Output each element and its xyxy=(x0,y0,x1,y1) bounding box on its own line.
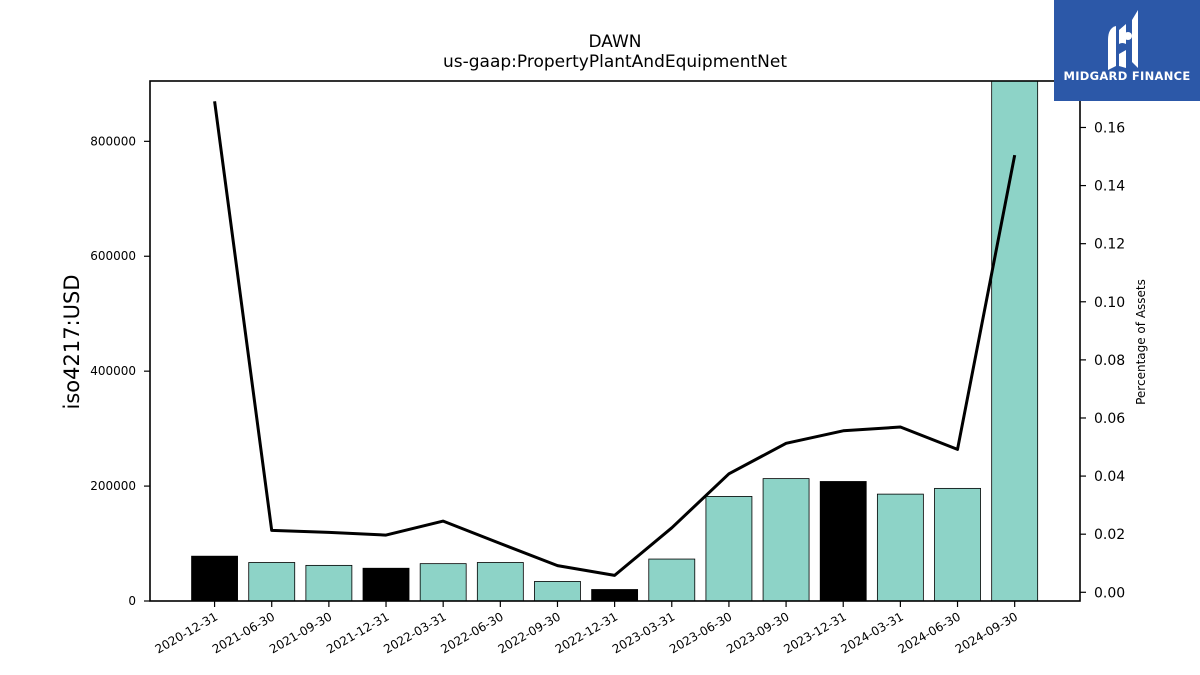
y-tick-label: 600000 xyxy=(90,249,136,263)
bar xyxy=(362,567,410,602)
y2-tick-label: 0.14 xyxy=(1094,179,1125,195)
bar xyxy=(934,487,981,602)
x-tick-label: 2020-12-31 xyxy=(153,609,220,656)
x-tick-label: 2022-03-31 xyxy=(381,609,448,656)
bar xyxy=(876,493,924,602)
bars xyxy=(191,80,1039,602)
x-tick-label: 2024-06-30 xyxy=(896,609,963,656)
bar xyxy=(991,80,1039,602)
bar xyxy=(191,555,238,602)
bar xyxy=(648,558,696,602)
x-tick-label: 2022-06-30 xyxy=(438,609,505,656)
bar xyxy=(534,581,581,602)
y2-tick-label: 0.16 xyxy=(1094,120,1125,136)
bar xyxy=(419,563,467,602)
y-tick-label: 400000 xyxy=(90,364,136,378)
x-tick-label: 2021-09-30 xyxy=(267,609,334,656)
bar xyxy=(762,478,810,602)
y2-tick-label: 0.00 xyxy=(1094,585,1125,601)
logo-text: MIDGARD FINANCE xyxy=(1063,69,1191,83)
bar xyxy=(476,562,524,602)
x-tick-label: 2023-09-30 xyxy=(724,609,791,656)
bar xyxy=(305,564,353,602)
bar xyxy=(705,496,753,602)
x-tick-label: 2021-12-31 xyxy=(324,609,391,656)
x-tick-label: 2024-09-30 xyxy=(953,609,1020,656)
x-tick-label: 2021-06-30 xyxy=(210,609,277,656)
y2-tick-label: 0.04 xyxy=(1094,469,1125,485)
y2-axis-label: Percentage of Assets xyxy=(1134,279,1148,405)
y2-tick-label: 0.02 xyxy=(1094,527,1125,543)
x-tick-label: 2022-12-31 xyxy=(553,609,620,656)
bar xyxy=(591,589,639,602)
chart-title: DAWN xyxy=(588,32,642,52)
y-tick-label: 200000 xyxy=(90,479,136,493)
midgard-finance-logo: MIDGARD FINANCE xyxy=(1054,0,1200,101)
x-tick-label: 2022-09-30 xyxy=(496,609,563,656)
chart-subtitle: us-gaap:PropertyPlantAndEquipmentNet xyxy=(443,52,787,72)
y-tick-label: 800000 xyxy=(90,134,136,148)
x-tick-label: 2023-12-31 xyxy=(781,609,848,656)
y2-tick-label: 0.10 xyxy=(1094,295,1125,311)
logo-mark-icon xyxy=(1108,10,1138,70)
y2-tick-label: 0.08 xyxy=(1094,353,1125,369)
y-tick-label: 0 xyxy=(128,594,136,608)
y2-tick-label: 0.12 xyxy=(1094,237,1125,253)
x-tick-label: 2023-03-31 xyxy=(610,609,677,656)
y2-tick-label: 0.06 xyxy=(1094,411,1125,427)
bar xyxy=(819,481,867,602)
x-tick-label: 2024-03-31 xyxy=(838,609,905,656)
x-tick-label: 2023-06-30 xyxy=(667,609,734,656)
y-axis-label: iso4217:USD xyxy=(60,274,84,410)
line-layer xyxy=(213,101,1017,577)
bar xyxy=(248,562,296,602)
percentage-line xyxy=(213,101,1017,577)
